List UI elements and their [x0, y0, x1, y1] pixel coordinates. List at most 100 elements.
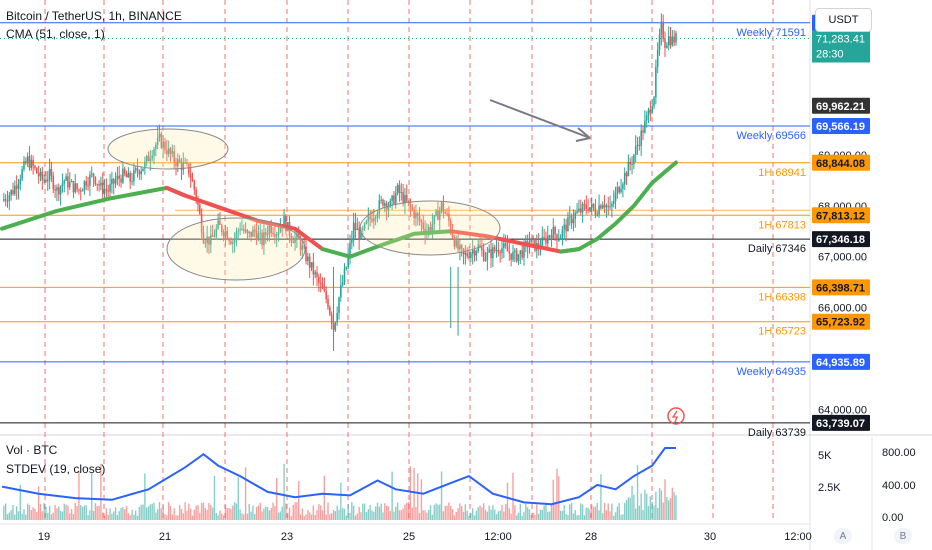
candle-body	[26, 156, 29, 164]
volume-bar	[662, 502, 664, 520]
volume-bar	[530, 515, 533, 520]
candle-body	[25, 161, 27, 164]
candle-body	[372, 218, 375, 222]
candle-body	[235, 231, 238, 239]
candle-body	[470, 253, 472, 259]
volume-bar	[261, 511, 263, 520]
volume-bar	[629, 497, 631, 520]
volume-bar	[585, 507, 587, 520]
volume-bar	[254, 514, 256, 520]
volume-bar	[48, 505, 51, 520]
candle-body	[242, 229, 245, 232]
volume-bar	[147, 506, 150, 520]
volume-bar	[444, 505, 446, 520]
volume-bar	[224, 504, 227, 520]
candle-body	[81, 190, 84, 192]
candle-body	[561, 228, 564, 237]
volume-bar	[486, 511, 489, 520]
volume-bar	[455, 512, 457, 520]
candle-body	[6, 200, 9, 202]
volume-bar	[373, 511, 375, 520]
volume-bar	[244, 467, 247, 520]
volume-bar	[122, 507, 124, 520]
candle-body	[435, 210, 437, 216]
cma-line-up-2	[320, 229, 453, 259]
volume-bar	[420, 479, 423, 520]
volume-bar	[341, 508, 344, 520]
volume-bar	[111, 513, 113, 520]
currency-selector[interactable]: USDT	[815, 8, 872, 32]
y-tick-label-4: 64,000.00	[818, 405, 867, 417]
candle-body	[4, 199, 7, 201]
volume-bar	[439, 504, 441, 520]
candles	[3, 13, 677, 338]
candle-body	[486, 252, 489, 260]
volume-bar	[330, 513, 333, 520]
candle-body	[567, 217, 569, 232]
candle-body	[512, 251, 514, 260]
volume-bar	[578, 514, 580, 520]
candle-body	[92, 173, 95, 178]
candle-body	[54, 189, 56, 191]
price-badge-7: 64,935.89	[816, 357, 865, 369]
volume-bar	[188, 503, 190, 520]
candle-body	[492, 247, 494, 259]
candle-body	[532, 238, 534, 240]
log-scale-button[interactable]: B	[894, 528, 912, 544]
price-badge-5-bg	[812, 279, 870, 296]
volume-label[interactable]: Vol · BTC	[6, 443, 58, 457]
volume-bar	[85, 505, 87, 520]
candle-body	[501, 248, 503, 253]
symbol-title[interactable]: Bitcoin / TetherUS, 1h, BINANCE	[6, 9, 182, 23]
volume-bar	[354, 515, 357, 520]
candle-body	[12, 190, 14, 194]
candle-body	[433, 215, 436, 224]
y-tick-label-2: 67,000.00	[818, 252, 867, 264]
volume-bar	[550, 504, 553, 520]
candle-body	[667, 36, 670, 46]
candle-body	[362, 228, 364, 230]
candle-body	[596, 214, 599, 216]
volume-bar	[384, 503, 386, 520]
candle-body	[675, 33, 677, 43]
volume-bar	[651, 501, 653, 520]
candle-body	[310, 262, 313, 268]
candle-body	[636, 144, 639, 147]
volume-bar	[239, 509, 241, 520]
candle-body	[301, 245, 304, 251]
candle-body	[140, 170, 142, 175]
volume-bar	[25, 514, 27, 520]
volume-bar	[400, 510, 402, 520]
volume-bar	[396, 502, 399, 520]
candle-body	[275, 234, 278, 237]
volume-bar	[374, 506, 377, 520]
auto-scale-button[interactable]: A	[834, 528, 852, 544]
candle-body	[552, 227, 555, 238]
volume-bar	[574, 509, 576, 520]
candle-body	[495, 250, 498, 252]
candle-body	[543, 237, 545, 239]
candle-body	[248, 231, 251, 234]
candle-body	[594, 208, 597, 216]
candle-body	[224, 230, 227, 236]
candle-body	[418, 215, 421, 221]
price-badge-8: 63,739.07	[816, 418, 865, 430]
volume-bar	[413, 468, 415, 520]
volume-bar	[305, 514, 307, 520]
volume-bar	[417, 473, 419, 520]
volume-bar	[189, 508, 192, 520]
cma-indicator-label[interactable]: CMA (51, close, 1)	[6, 27, 105, 41]
candle-body	[292, 241, 295, 243]
volume-bar	[61, 511, 64, 520]
stdev-label[interactable]: STDEV (19, close)	[6, 462, 106, 476]
volume-bar	[541, 509, 543, 520]
volume-bar	[30, 510, 33, 520]
volume-bar	[114, 507, 117, 520]
volume-bar	[332, 509, 335, 520]
volume-bar	[461, 505, 463, 520]
volume-bar	[622, 514, 624, 520]
candle-body	[664, 39, 666, 48]
candle-body	[318, 276, 320, 283]
price-badge-5: 66,398.71	[816, 282, 865, 294]
